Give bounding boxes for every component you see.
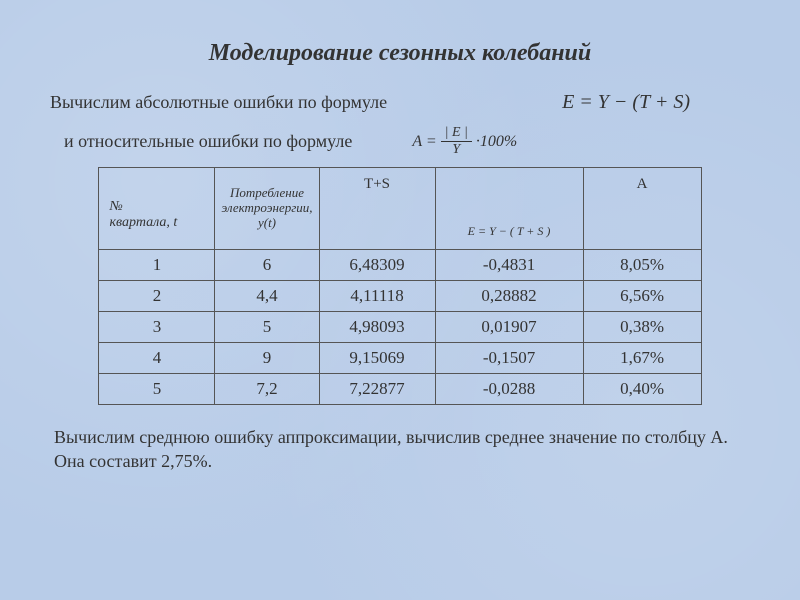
cell-y: 7,2	[215, 374, 319, 405]
cell-a: 0,40%	[583, 374, 701, 405]
cell-t: 3	[99, 312, 215, 343]
formula2-denominator: Y	[448, 142, 464, 157]
formula2-numerator: | E |	[441, 126, 472, 142]
cell-e: -0,0288	[435, 374, 583, 405]
header-ts: T+S	[319, 168, 435, 250]
header-quarter: № квартала, t	[99, 168, 215, 250]
cell-y: 4,4	[215, 281, 319, 312]
conclusion-text: Вычислим среднюю ошибку аппроксимации, в…	[50, 425, 750, 474]
cell-a: 6,56%	[583, 281, 701, 312]
cell-ts: 9,15069	[319, 343, 435, 374]
table-row: 5 7,2 7,22877 -0,0288 0,40%	[99, 374, 701, 405]
formula-relative-error: A = | E | Y ·100%	[412, 126, 517, 157]
relative-error-line: и относительные ошибки по формуле A = | …	[50, 126, 750, 157]
table-row: 4 9 9,15069 -0,1507 1,67%	[99, 343, 701, 374]
slide-title: Моделирование сезонных колебаний	[50, 40, 750, 67]
cell-t: 4	[99, 343, 215, 374]
table-body: 1 6 6,48309 -0,4831 8,05% 2 4,4 4,11118 …	[99, 250, 701, 405]
header-quarter-line2: квартала, t	[109, 215, 177, 230]
header-e: E = Y − ( T + S )	[435, 168, 583, 250]
cell-ts: 4,11118	[319, 281, 435, 312]
header-quarter-line1: №	[109, 199, 122, 214]
table-header-row: № квартала, t Потребление электроэнергии…	[99, 168, 701, 250]
cell-ts: 6,48309	[319, 250, 435, 281]
absolute-error-text: Вычислим абсолютные ошибки по формуле	[50, 92, 387, 113]
cell-t: 5	[99, 374, 215, 405]
header-a: A	[583, 168, 701, 250]
table-row: 1 6 6,48309 -0,4831 8,05%	[99, 250, 701, 281]
cell-e: 0,28882	[435, 281, 583, 312]
cell-y: 9	[215, 343, 319, 374]
formula2-lhs: A =	[412, 133, 436, 151]
cell-a: 8,05%	[583, 250, 701, 281]
cell-e: -0,4831	[435, 250, 583, 281]
cell-ts: 4,98093	[319, 312, 435, 343]
formula-absolute-error: E = Y − (T + S)	[562, 91, 730, 114]
error-table: № квартала, t Потребление электроэнергии…	[98, 167, 701, 405]
cell-y: 6	[215, 250, 319, 281]
formula2-rhs: ·100%	[476, 133, 517, 151]
cell-t: 1	[99, 250, 215, 281]
header-consumption: Потребление электроэнергии, y(t)	[215, 168, 319, 250]
absolute-error-line: Вычислим абсолютные ошибки по формуле E …	[50, 91, 750, 114]
cell-a: 1,67%	[583, 343, 701, 374]
cell-e: 0,01907	[435, 312, 583, 343]
cell-y: 5	[215, 312, 319, 343]
relative-error-text: и относительные ошибки по формуле	[64, 131, 352, 152]
table-row: 3 5 4,98093 0,01907 0,38%	[99, 312, 701, 343]
cell-a: 0,38%	[583, 312, 701, 343]
cell-t: 2	[99, 281, 215, 312]
cell-e: -0,1507	[435, 343, 583, 374]
table-row: 2 4,4 4,11118 0,28882 6,56%	[99, 281, 701, 312]
cell-ts: 7,22877	[319, 374, 435, 405]
formula2-fraction: | E | Y	[441, 126, 472, 157]
